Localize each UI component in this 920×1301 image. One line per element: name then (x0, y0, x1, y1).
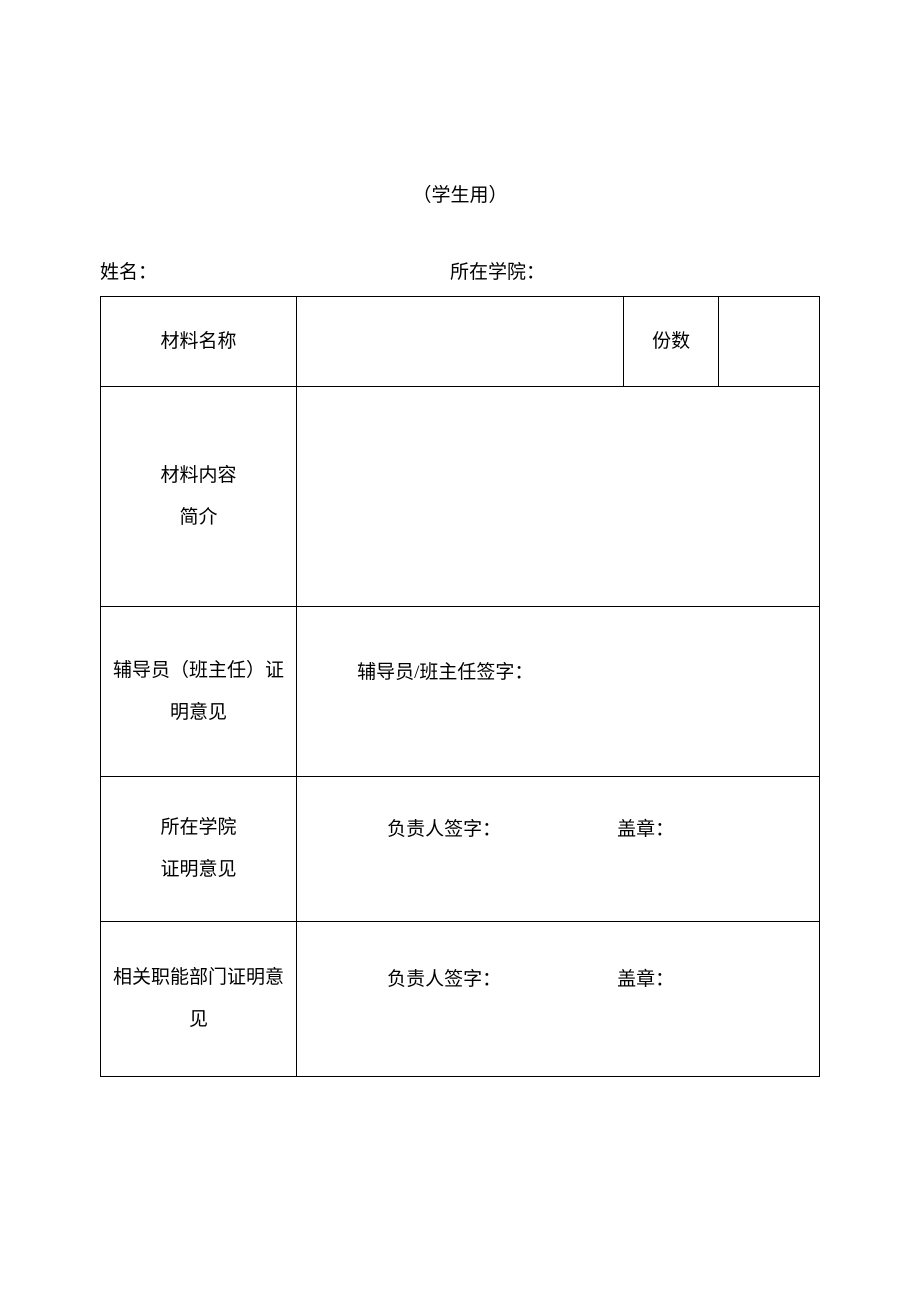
material-name-label-text: 材料名称 (101, 313, 296, 371)
page-container: （学生用） 姓名： 所在学院： 材料名称 份数 材料内容 简介 (0, 0, 920, 1077)
info-row: 姓名： 所在学院： (100, 257, 820, 284)
cell-material-name-label: 材料名称 (101, 297, 297, 387)
department-label-line2: 见 (103, 999, 294, 1041)
advisor-label-line1: 辅导员（班主任）证 (103, 650, 294, 692)
advisor-label: 辅导员（班主任）证 明意见 (101, 642, 296, 742)
college-label-line2: 证明意见 (105, 849, 292, 891)
college-label-line1: 所在学院 (105, 807, 292, 849)
advisor-label-line2: 明意见 (103, 692, 294, 734)
cell-department-label: 相关职能部门证明意 见 (101, 922, 297, 1077)
document-subtitle: （学生用） (100, 180, 820, 207)
cell-advisor-value: 辅导员/班主任签字： (297, 607, 820, 777)
department-stamp-label: 盖章： (617, 964, 674, 991)
name-label: 姓名： (100, 257, 450, 284)
material-content-label-line1: 材料内容 (105, 455, 292, 497)
row-department: 相关职能部门证明意 见 负责人签字： 盖章： (101, 922, 820, 1077)
college-person-sign-label: 负责人签字： (387, 814, 501, 841)
form-table: 材料名称 份数 材料内容 简介 辅导员（班主任）证 明意见 (100, 296, 820, 1077)
row-advisor: 辅导员（班主任）证 明意见 辅导员/班主任签字： (101, 607, 820, 777)
college-stamp-label: 盖章： (617, 814, 674, 841)
department-label-line1: 相关职能部门证明意 (103, 957, 294, 999)
advisor-sign-label: 辅导员/班主任签字： (357, 657, 533, 684)
department-label: 相关职能部门证明意 见 (101, 949, 296, 1049)
cell-college-label: 所在学院 证明意见 (101, 777, 297, 922)
college-label: 所在学院： (450, 257, 820, 284)
cell-material-content-label: 材料内容 简介 (101, 387, 297, 607)
cell-count-value (719, 297, 820, 387)
material-content-label: 材料内容 简介 (101, 447, 296, 547)
count-label-text: 份数 (624, 313, 719, 371)
cell-college-value: 负责人签字： 盖章： (297, 777, 820, 922)
row-college: 所在学院 证明意见 负责人签字： 盖章： (101, 777, 820, 922)
department-person-sign-label: 负责人签字： (387, 964, 501, 991)
cell-advisor-label: 辅导员（班主任）证 明意见 (101, 607, 297, 777)
cell-department-value: 负责人签字： 盖章： (297, 922, 820, 1077)
cell-count-label: 份数 (623, 297, 719, 387)
cell-material-content-value (297, 387, 820, 607)
material-content-label-line2: 简介 (105, 497, 292, 539)
row-material-name: 材料名称 份数 (101, 297, 820, 387)
college-opinion-label: 所在学院 证明意见 (101, 799, 296, 899)
cell-material-name-value (297, 297, 624, 387)
row-material-content: 材料内容 简介 (101, 387, 820, 607)
